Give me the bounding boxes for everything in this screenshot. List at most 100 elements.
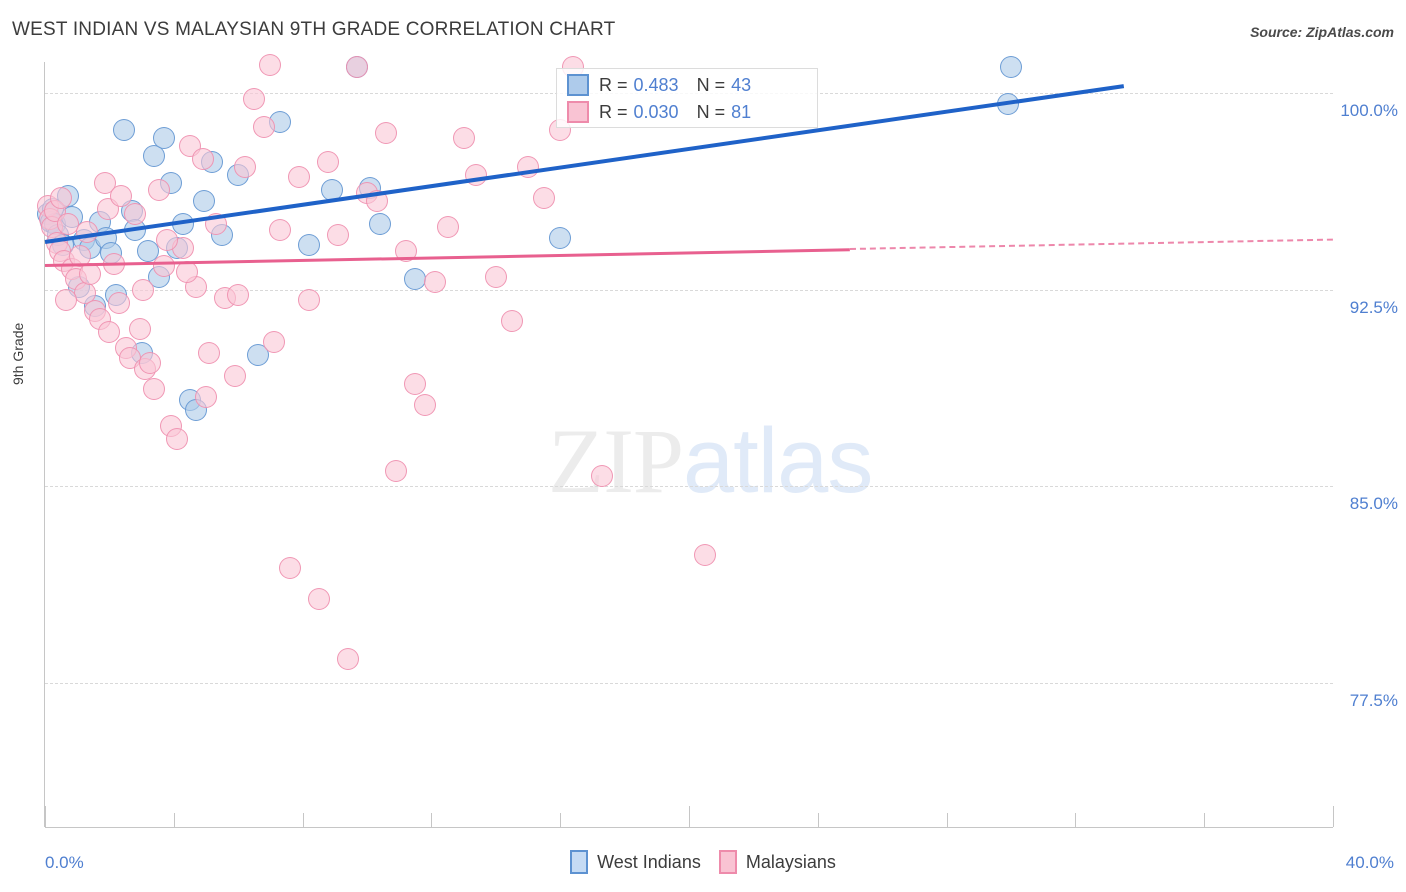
scatter-point[interactable] (153, 255, 176, 278)
legend-item-malaysians[interactable]: Malaysians (718, 850, 836, 874)
scatter-point[interactable] (484, 265, 507, 288)
legend-n-value-pink: 81 (731, 101, 752, 122)
scatter-point[interactable] (278, 556, 301, 579)
scatter-point[interactable] (320, 179, 343, 202)
scatter-point[interactable] (694, 543, 717, 566)
scatter-point[interactable] (233, 155, 256, 178)
scatter-point[interactable] (262, 331, 285, 354)
scatter-point[interactable] (996, 92, 1019, 115)
blue-series-square-icon (570, 850, 589, 874)
x-tick (1333, 806, 1334, 827)
y-tick-label: 77.5% (1349, 690, 1398, 710)
scatter-point[interactable] (346, 56, 369, 79)
scatter-point[interactable] (465, 163, 488, 186)
scatter-point[interactable] (93, 171, 116, 194)
scatter-point[interactable] (1000, 56, 1022, 79)
x-tick (1075, 813, 1077, 827)
scatter-point[interactable] (452, 126, 475, 149)
scatter-point[interactable] (500, 310, 523, 333)
legend-item-west-indians[interactable]: West Indians (570, 850, 701, 874)
scatter-point[interactable] (227, 284, 250, 307)
scatter-point[interactable] (317, 150, 340, 173)
scatter-point[interactable] (375, 121, 398, 144)
scatter-point[interactable] (288, 166, 311, 189)
y-axis-label: 9th Grade (10, 322, 26, 385)
x-tick (689, 806, 690, 827)
scatter-point[interactable] (108, 292, 131, 315)
scatter-point[interactable] (198, 341, 221, 364)
scatter-point[interactable] (298, 289, 321, 312)
legend-n-value-blue: 43 (731, 74, 752, 95)
scatter-point[interactable] (172, 213, 195, 236)
scatter-point[interactable] (128, 318, 151, 341)
scatter-point[interactable] (98, 320, 121, 343)
scatter-point[interactable] (166, 428, 189, 451)
scatter-point[interactable] (243, 87, 266, 110)
y-tick-label: 85.0% (1349, 494, 1398, 514)
scatter-point[interactable] (143, 145, 166, 168)
scatter-point[interactable] (109, 184, 132, 207)
scatter-point[interactable] (50, 187, 73, 210)
scatter-point[interactable] (252, 116, 275, 139)
scatter-point[interactable] (404, 268, 427, 291)
pink-series-square-icon (718, 850, 737, 874)
scatter-point[interactable] (436, 216, 459, 239)
scatter-point[interactable] (156, 229, 179, 252)
scatter-point[interactable] (533, 187, 556, 210)
x-tick (45, 806, 46, 827)
page-title: WEST INDIAN VS MALAYSIAN 9TH GRADE CORRE… (12, 19, 616, 40)
scatter-point[interactable] (204, 213, 227, 236)
scatter-point[interactable] (143, 378, 166, 401)
legend-item-label: Malaysians (745, 851, 836, 872)
x-axis-end-label: 40.0% (1345, 853, 1394, 872)
scatter-point[interactable] (148, 179, 171, 202)
scatter-point[interactable] (307, 588, 330, 611)
legend-n-label-pink: N = (696, 101, 726, 122)
legend-r-value-pink: 0.030 (633, 101, 679, 122)
legend-n-label-blue: N = (696, 74, 726, 95)
scatter-point[interactable] (138, 352, 161, 375)
scatter-point[interactable] (384, 459, 407, 482)
scatter-point[interactable] (404, 373, 427, 396)
scatter-point[interactable] (549, 226, 572, 249)
scatter-point[interactable] (336, 648, 359, 671)
legend-r-label-blue: R = (599, 74, 628, 95)
scatter-point[interactable] (195, 386, 217, 409)
scatter-point[interactable] (175, 260, 198, 283)
x-axis-start-label: 0.0% (45, 853, 84, 872)
series-legend: West Indians Malaysians (0, 850, 1406, 874)
scatter-point[interactable] (368, 213, 391, 236)
scatter-point[interactable] (153, 126, 176, 149)
scatter-point[interactable] (298, 234, 321, 257)
scatter-point[interactable] (517, 155, 539, 178)
scatter-point[interactable] (132, 278, 155, 301)
watermark-zip: ZIP (548, 410, 684, 512)
scatter-point[interactable] (112, 119, 135, 142)
scatter-point[interactable] (413, 394, 436, 417)
scatter-point[interactable] (54, 289, 77, 312)
scatter-point[interactable] (327, 223, 350, 246)
scatter-point[interactable] (223, 365, 246, 388)
scatter-point[interactable] (394, 239, 417, 262)
scatter-point[interactable] (79, 263, 102, 286)
scatter-point[interactable] (423, 271, 446, 294)
scatter-point[interactable] (269, 218, 292, 241)
scatter-point[interactable] (191, 147, 214, 170)
legend-row-west-indians: R = 0.483 N = 43 (567, 72, 751, 98)
scatter-point[interactable] (75, 221, 98, 244)
y-tick-label: 92.5% (1349, 297, 1398, 317)
scatter-point[interactable] (193, 189, 216, 212)
gridline (45, 486, 1333, 488)
correlation-legend: R = 0.483 N = 43 R = 0.030 N = 81 (556, 68, 818, 128)
plot-area: ZIPatlas (36, 53, 1334, 827)
x-tick (431, 813, 433, 827)
scatter-point[interactable] (124, 202, 147, 225)
x-tick (1204, 813, 1206, 827)
scatter-point[interactable] (246, 344, 269, 367)
scatter-point[interactable] (365, 189, 388, 212)
scatter-point[interactable] (591, 464, 614, 487)
scatter-point[interactable] (103, 252, 126, 275)
scatter-point[interactable] (259, 53, 282, 76)
y-axis-line (44, 62, 45, 827)
scatter-point[interactable] (137, 239, 160, 262)
